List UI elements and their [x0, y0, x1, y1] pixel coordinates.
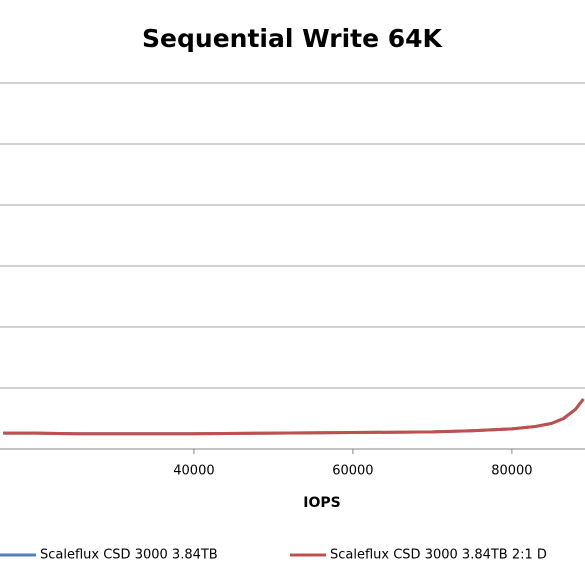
x-tick-label: 80000 — [491, 464, 532, 479]
chart-title: Sequential Write 64K — [142, 24, 444, 53]
series-line — [3, 398, 585, 436]
x-tick-label: 60000 — [332, 464, 373, 479]
x-tick-label: 40000 — [173, 464, 214, 479]
legend-label: Scaleflux CSD 3000 3.84TB — [40, 548, 218, 563]
legend-label: Scaleflux CSD 3000 3.84TB 2:1 D — [330, 548, 547, 563]
x-axis-label: IOPS — [303, 495, 340, 511]
